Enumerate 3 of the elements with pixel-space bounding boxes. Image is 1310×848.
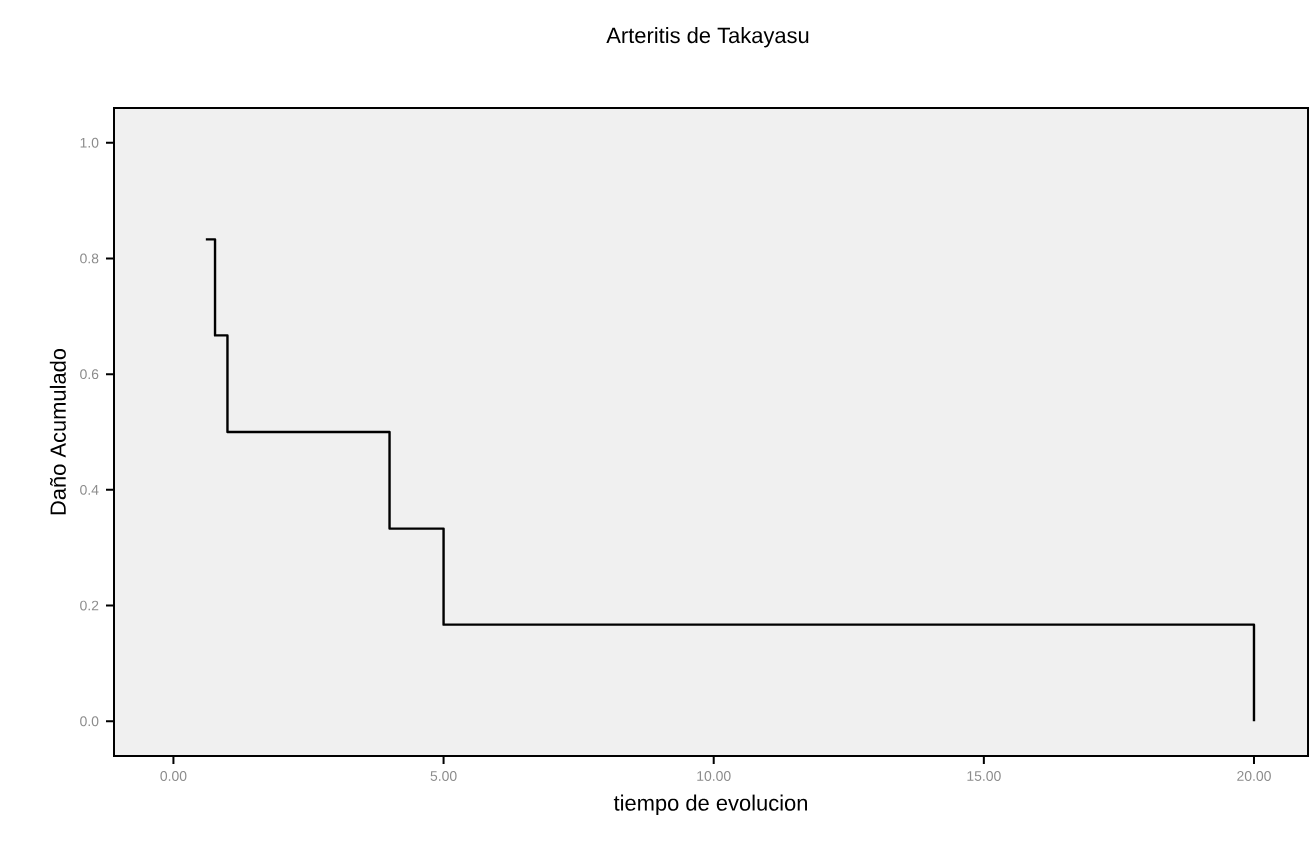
y-axis-title: Daño Acumulado	[49, 348, 66, 515]
chart-title: Arteritis de Takayasu	[606, 27, 809, 48]
x-axis-title: tiempo de evolucion	[613, 794, 807, 816]
